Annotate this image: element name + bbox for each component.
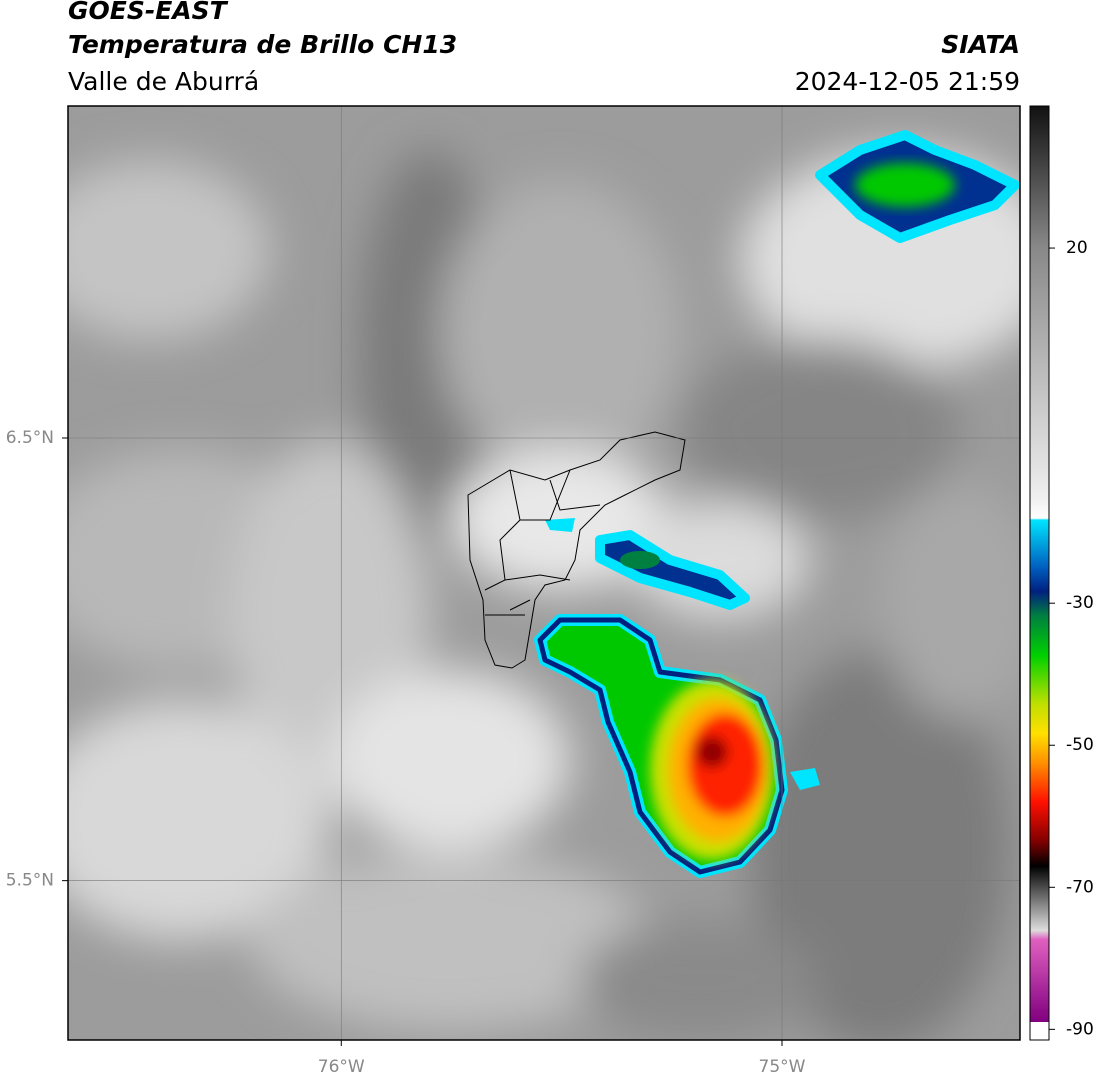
colorbar-under — [1030, 1022, 1049, 1040]
source: SIATA — [941, 30, 1020, 59]
y-tick-label: 5.5°N — [6, 871, 54, 891]
colorbar-frame — [1029, 105, 1050, 1041]
region: Valle de Aburrá — [68, 67, 259, 96]
product: Temperatura de Brillo CH13 — [68, 30, 457, 59]
timestamp: 2024-12-05 21:59 — [795, 67, 1020, 96]
satellite-image — [68, 106, 1020, 1040]
colorbar-tick-label: 20 — [1066, 238, 1088, 258]
y-tick-label: 6.5°N — [6, 428, 54, 448]
colorbar-tick-label: -50 — [1066, 735, 1094, 755]
convective-cells — [534, 130, 1020, 878]
municipal-boundaries — [467, 431, 686, 669]
graticule — [68, 106, 1020, 1040]
satellite: GOES-EAST — [68, 0, 229, 25]
x-tick-label: 75°W — [759, 1057, 806, 1077]
colorbar-tick-label: -70 — [1066, 877, 1094, 897]
x-tick-label: 76°W — [318, 1057, 365, 1077]
colorbar — [1030, 106, 1049, 1022]
map-frame — [67, 105, 1021, 1041]
colorbar-tick-label: -30 — [1066, 593, 1094, 613]
colorbar-tick-label: -90 — [1066, 1019, 1094, 1039]
